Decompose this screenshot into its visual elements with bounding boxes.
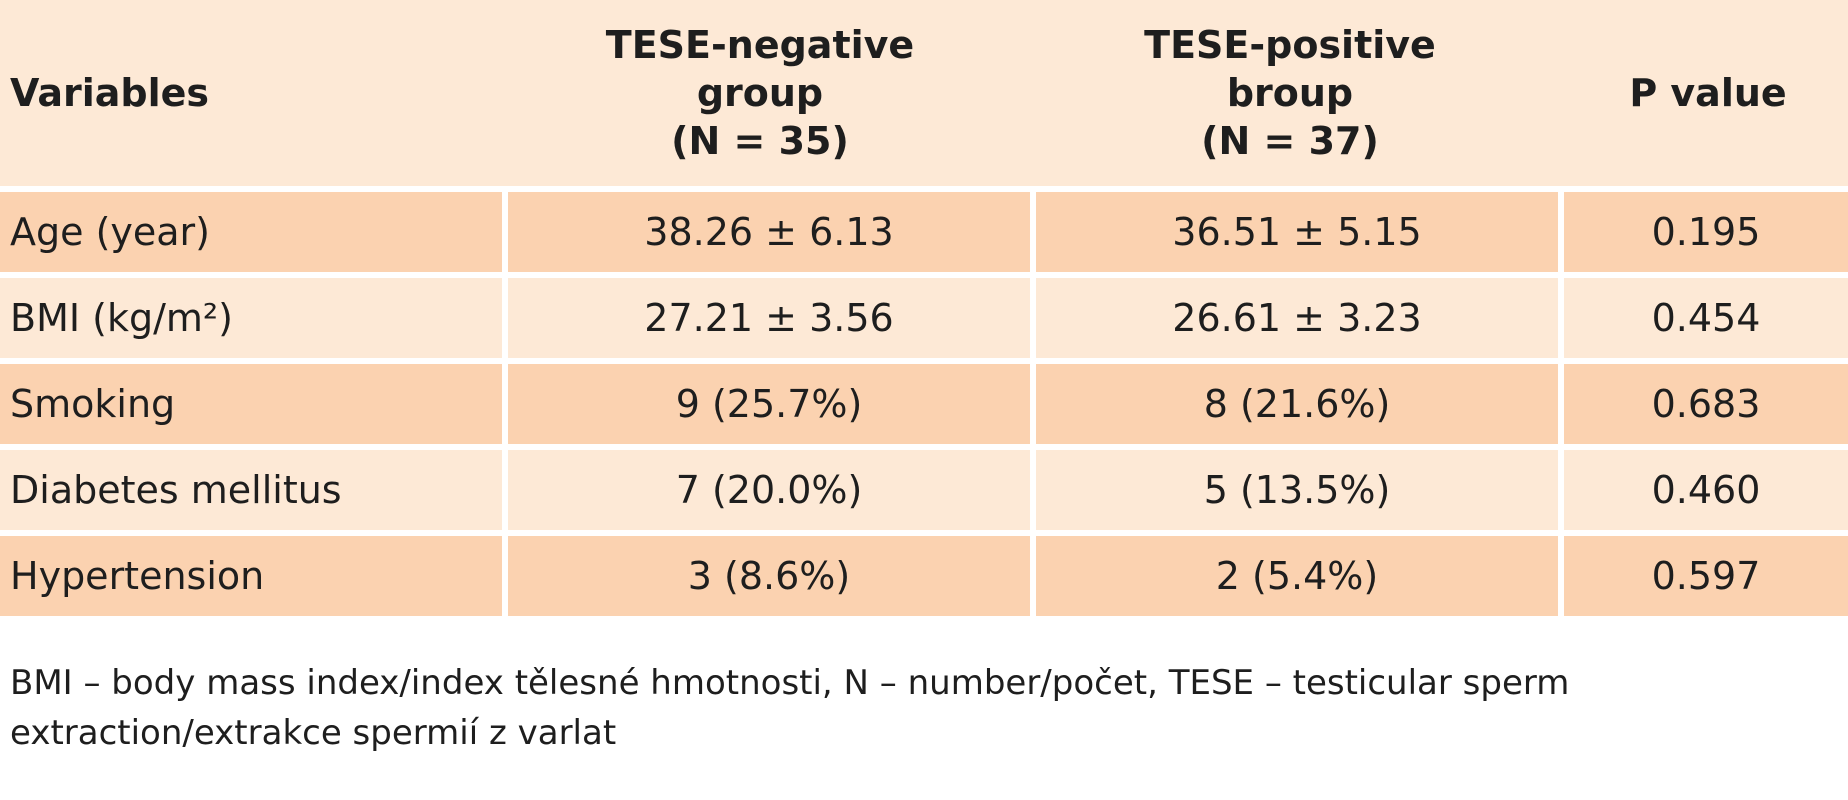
header-p-value: P value (1568, 0, 1848, 186)
cell-positive: 8 (21.6%) (1036, 364, 1558, 444)
cell-negative: 9 (25.7%) (508, 364, 1030, 444)
cell-negative: 3 (8.6%) (508, 536, 1030, 616)
cell-variable: Diabetes mellitus (0, 450, 502, 530)
cell-variable: Smoking (0, 364, 502, 444)
header-pos-line-2: broup (1226, 71, 1354, 115)
header-tese-negative: TESE-negative group (N = 35) (500, 0, 1020, 186)
cell-positive: 2 (5.4%) (1036, 536, 1558, 616)
cell-p-value: 0.683 (1564, 364, 1848, 444)
table-footnote: BMI – body mass index/index tělesné hmot… (10, 658, 1840, 758)
cell-variable: Hypertension (0, 536, 502, 616)
cell-variable: BMI (kg/m²) (0, 278, 502, 358)
footnote-line-2: extraction/extrakce spermií z varlat (10, 713, 617, 753)
cell-p-value: 0.597 (1564, 536, 1848, 616)
cell-p-value: 0.454 (1564, 278, 1848, 358)
table-row: Smoking 9 (25.7%) 8 (21.6%) 0.683 (0, 364, 1848, 444)
cell-positive: 36.51 ± 5.15 (1036, 192, 1558, 272)
table-row: Hypertension 3 (8.6%) 2 (5.4%) 0.597 (0, 536, 1848, 616)
header-neg-line-3: (N = 35) (671, 119, 849, 163)
header-neg-line-2: group (696, 71, 824, 115)
cell-negative: 7 (20.0%) (508, 450, 1030, 530)
header-variables-label: Variables (10, 71, 209, 115)
cell-positive: 26.61 ± 3.23 (1036, 278, 1558, 358)
table-row: BMI (kg/m²) 27.21 ± 3.56 26.61 ± 3.23 0.… (0, 278, 1848, 358)
header-tese-positive: TESE-positive broup (N = 37) (1030, 0, 1550, 186)
header-variables: Variables (10, 0, 490, 186)
cell-p-value: 0.460 (1564, 450, 1848, 530)
table-row: Diabetes mellitus 7 (20.0%) 5 (13.5%) 0.… (0, 450, 1848, 530)
header-pos-line-1: TESE-positive (1144, 23, 1436, 67)
cell-negative: 27.21 ± 3.56 (508, 278, 1030, 358)
cell-positive: 5 (13.5%) (1036, 450, 1558, 530)
table-body: Age (year) 38.26 ± 6.13 36.51 ± 5.15 0.1… (0, 192, 1848, 622)
table-header: Variables TESE-negative group (N = 35) T… (0, 0, 1848, 186)
header-neg-line-1: TESE-negative (605, 23, 915, 67)
table-row: Age (year) 38.26 ± 6.13 36.51 ± 5.15 0.1… (0, 192, 1848, 272)
cell-negative: 38.26 ± 6.13 (508, 192, 1030, 272)
cell-variable: Age (year) (0, 192, 502, 272)
header-p-value-label: P value (1629, 71, 1787, 115)
footnote-line-1: BMI – body mass index/index tělesné hmot… (10, 663, 1570, 703)
cell-p-value: 0.195 (1564, 192, 1848, 272)
header-pos-line-3: (N = 37) (1201, 119, 1379, 163)
